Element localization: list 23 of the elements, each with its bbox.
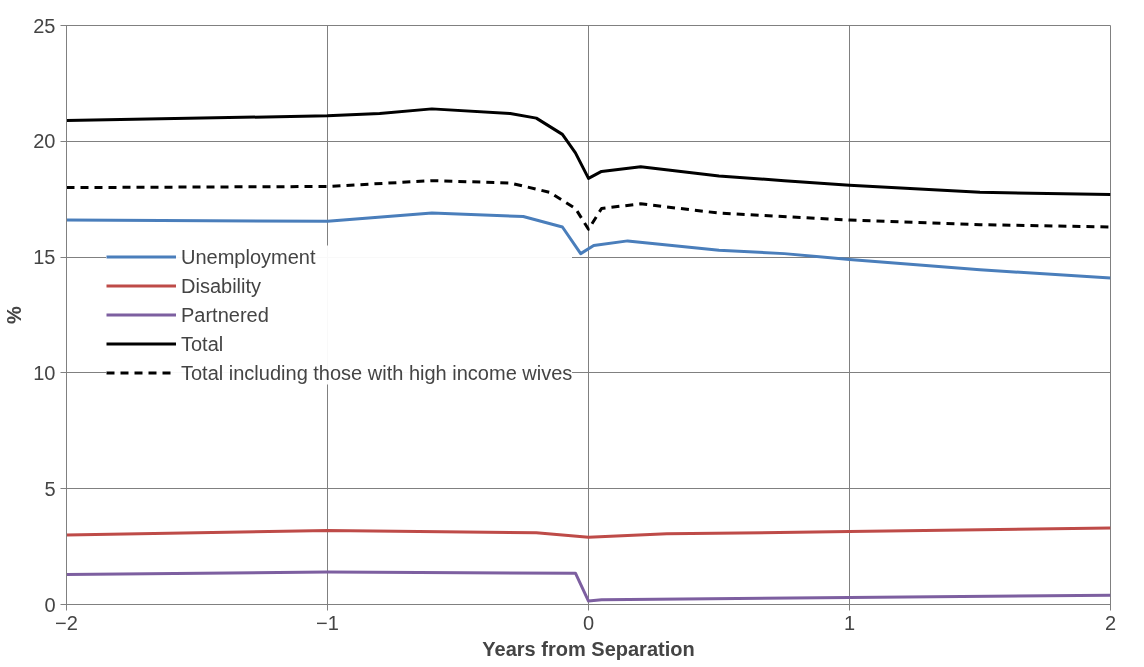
x-tick-label: 2 (1104, 611, 1117, 634)
legend-label: Disability (181, 274, 262, 297)
legend-label: Total including those with high income wives (181, 361, 573, 384)
legend-label: Unemployment (181, 245, 316, 268)
y-tick-label: 15 (33, 246, 56, 269)
legend-label: Total (181, 332, 224, 355)
x-tick-label: −1 (316, 611, 339, 634)
y-axis-title: % (3, 305, 26, 324)
line-series (66, 107, 1111, 197)
x-tick-label: 0 (582, 611, 595, 634)
y-tick-label: 10 (33, 361, 56, 384)
x-tick-label: 1 (843, 611, 856, 634)
y-tick-label: 5 (44, 477, 56, 500)
x-tick-label: −2 (55, 611, 78, 634)
line-series (66, 570, 1111, 603)
line-series (66, 179, 1111, 231)
y-tick-label: 25 (33, 14, 56, 37)
x-axis-title: Years from Separation (482, 637, 695, 660)
line-series (66, 526, 1111, 539)
y-tick-label: 20 (33, 130, 56, 153)
line-series (66, 211, 1111, 280)
legend-label: Partnered (181, 303, 269, 326)
y-tick-label: 0 (44, 593, 56, 616)
